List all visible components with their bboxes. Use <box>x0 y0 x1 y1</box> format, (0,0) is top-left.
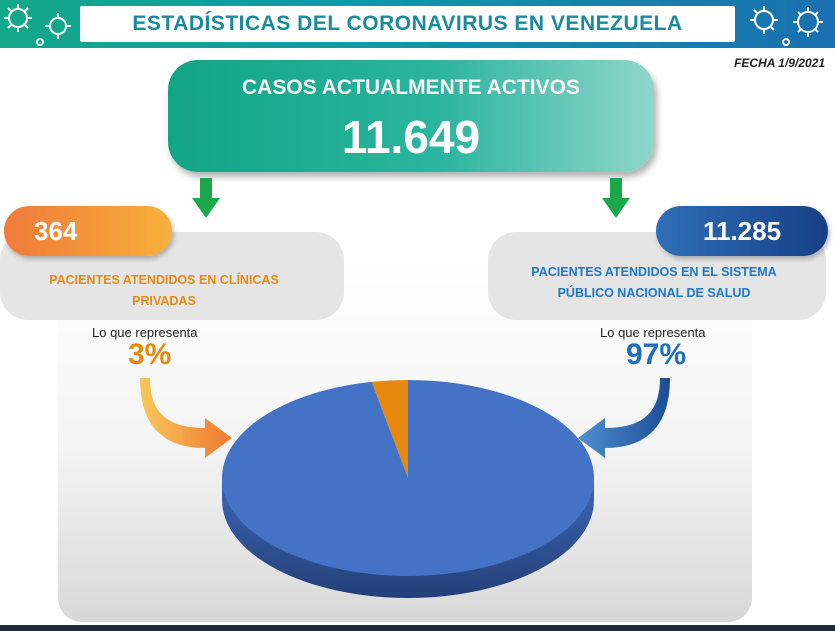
private-percent: 3% <box>128 338 172 371</box>
private-represent-label: Lo que representa <box>92 325 198 340</box>
header-inner <box>80 6 735 42</box>
virus-icon-left <box>4 4 71 46</box>
arrow-orange-icon <box>140 378 232 458</box>
pie-slice-public <box>222 380 595 576</box>
public-represent-label: Lo que representa <box>600 325 706 340</box>
active-cases-box <box>168 60 654 172</box>
page-title: ESTADÍSTICAS DEL CORONAVIRUS EN VENEZUEL… <box>132 12 683 35</box>
active-cases-label: CASOS ACTUALMENTE ACTIVOS <box>242 76 580 99</box>
public-label-line1: PACIENTES ATENDIDOS EN EL SISTEMA <box>531 265 777 279</box>
private-count: 364 <box>4 206 172 256</box>
arrow-blue-icon <box>578 378 670 458</box>
private-label-line1: PACIENTES ATENDIDOS EN CLÍNICAS <box>49 273 279 287</box>
private-label: PACIENTES ATENDIDOS EN CLÍNICAS PRIVADAS <box>24 270 304 312</box>
arrow-down-right-icon <box>602 178 630 218</box>
pie-slice-private <box>371 380 408 478</box>
virus-icon-right <box>750 6 823 46</box>
private-label-line2: PRIVADAS <box>132 294 196 308</box>
bottom-bar <box>0 625 835 631</box>
pie-slices <box>222 380 595 576</box>
active-cases-value: 11.649 <box>341 111 481 163</box>
public-count: 11.285 <box>656 206 828 256</box>
arrow-down-left-icon <box>192 178 220 218</box>
public-label: PACIENTES ATENDIDOS EN EL SISTEMA PÚBLIC… <box>508 262 800 304</box>
public-percent: 97% <box>626 338 687 371</box>
report-date: FECHA 1/9/2021 <box>734 56 825 70</box>
public-label-line2: PÚBLICO NACIONAL DE SALUD <box>557 286 751 300</box>
